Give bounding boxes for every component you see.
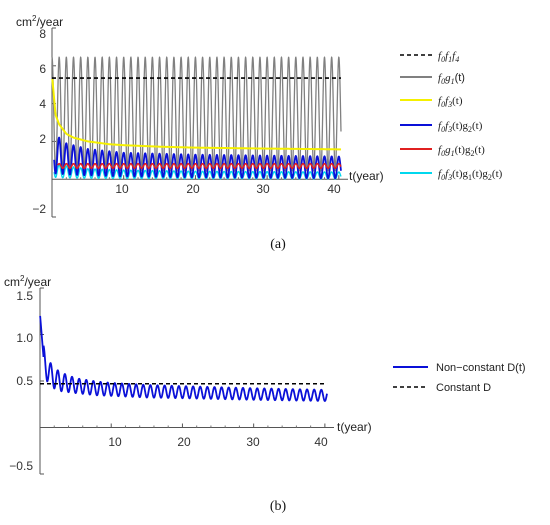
legend-label-f0f3: f0f3(t) xyxy=(438,95,463,109)
panel-a-caption: (a) xyxy=(270,237,286,252)
panel-a-ytick-2: 2 xyxy=(39,132,46,146)
panel-a-x-axis-label: t(year) xyxy=(349,169,384,183)
panel-b-y-axis-label: cm2/year xyxy=(4,274,51,289)
panel-b-xtick-10: 10 xyxy=(108,435,122,449)
legend-label-f0g1g2: f0g1(t)g2(t) xyxy=(438,144,485,158)
panel-a-xtick-40: 40 xyxy=(327,182,341,196)
panel-b-ytick-minus0.5: −0.5 xyxy=(9,459,33,473)
panel-b-ytick-1.0: 1.0 xyxy=(16,331,33,345)
panel-a-y-ticks: 8 6 4 2 −2 xyxy=(32,27,46,216)
panel-a-x-ticks: 10 20 30 40 xyxy=(115,182,341,196)
panel-b-plot-area xyxy=(39,287,334,475)
legend-label-f0g1: f0g1(t) xyxy=(438,72,465,86)
panel-b-caption: (b) xyxy=(270,499,287,514)
panel-a-plot-area xyxy=(51,27,348,218)
panel-a-xtick-10: 10 xyxy=(115,182,129,196)
panel-a-ytick-4: 4 xyxy=(39,97,46,111)
panel-a-chart: cm2/year t(year) 8 6 4 2 −2 10 20 30 40 … xyxy=(16,14,503,252)
panel-a-xtick-30: 30 xyxy=(256,182,270,196)
legend-label-f0f1f4: f0f1f4 xyxy=(438,50,459,64)
series-f0g1g2 xyxy=(57,162,342,170)
panel-a-xtick-20: 20 xyxy=(186,182,200,196)
series-f0f3 xyxy=(51,78,341,151)
panel-b-chart: cm2/year t(year) 1.5 1.0 0.5 −0.5 10 20 … xyxy=(4,274,526,514)
panel-b-ytick-0.5: 0.5 xyxy=(16,374,33,388)
legend-label-nonconstant: Non−constant D(t) xyxy=(436,362,526,374)
panel-a-y-axis-label: cm2/year xyxy=(16,14,63,29)
panel-b-ytick-1.5: 1.5 xyxy=(16,289,33,303)
panel-b-xtick-20: 20 xyxy=(177,435,191,449)
series-f0g1 xyxy=(51,56,342,172)
panel-a-ytick-minus2: −2 xyxy=(32,202,46,216)
panel-b-x-axis-label: t(year) xyxy=(337,420,372,434)
panel-b-legend: Non−constant D(t) Constant D xyxy=(393,362,526,394)
series-f0f3g2 xyxy=(53,136,342,180)
panel-b-y-ticks: 1.5 1.0 0.5 −0.5 xyxy=(9,289,33,473)
panel-b-xtick-40: 40 xyxy=(314,435,328,449)
panel-b-x-ticks: 10 20 30 40 xyxy=(108,435,328,449)
legend-label-constant: Constant D xyxy=(436,382,491,394)
panel-b-xtick-30: 30 xyxy=(246,435,260,449)
panel-a-ytick-6: 6 xyxy=(39,62,46,76)
panel-a-legend: f0f1f4 f0g1(t) f0f3(t) f0f3(t)g2(t) f0g1… xyxy=(400,50,503,182)
series-nonconstant-D xyxy=(39,315,328,402)
panel-a-ytick-8: 8 xyxy=(39,27,46,41)
legend-label-f0f3g2: f0f3(t)g2(t) xyxy=(438,120,483,134)
legend-label-f0f3g1g2: f0f3(t)g1(t)g2(t) xyxy=(438,168,503,182)
